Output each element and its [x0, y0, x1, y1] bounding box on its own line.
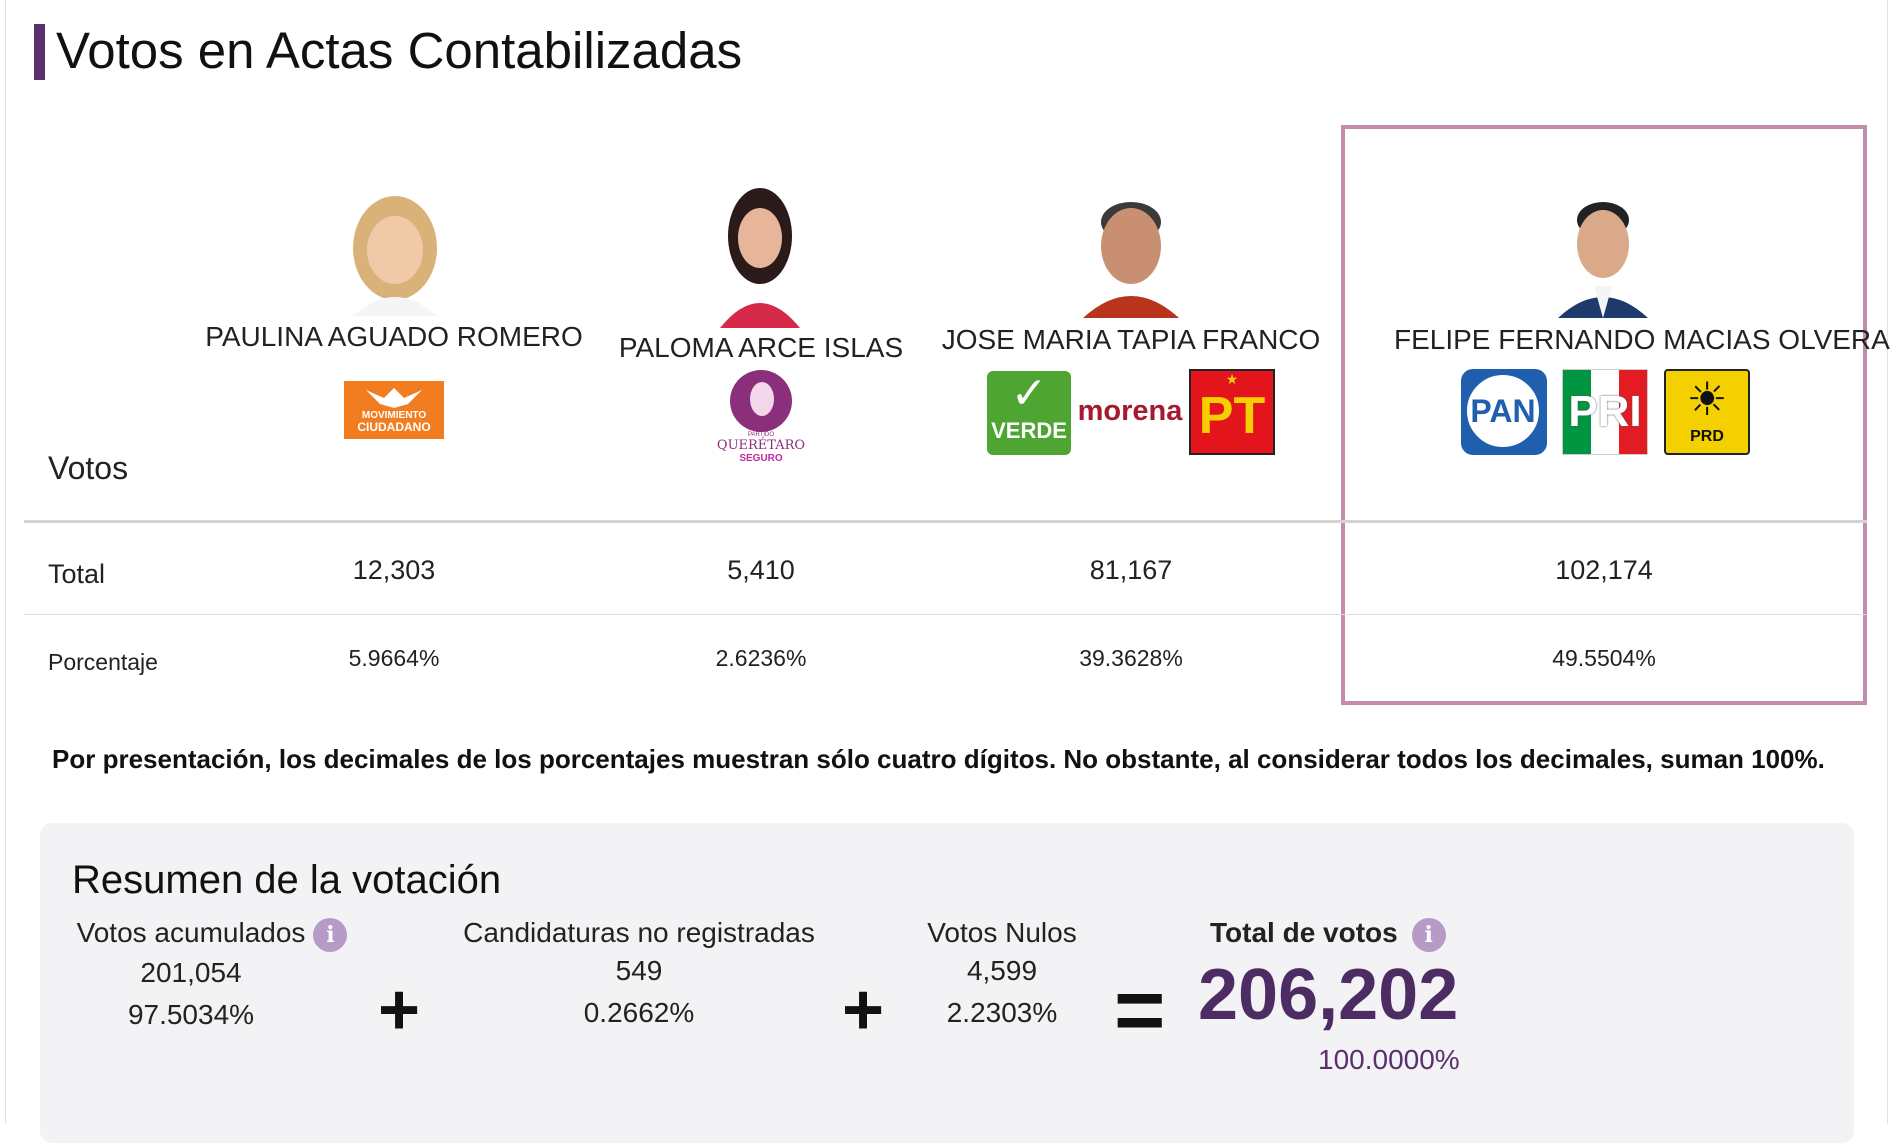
total-cell: 81,167: [1089, 555, 1173, 585]
percent-cell: 5.9664%: [348, 645, 440, 671]
accumulated-percent: 97.5034%: [127, 998, 255, 1030]
accumulated-value: 201,054: [140, 956, 242, 988]
percent-cell: 39.3628%: [1079, 645, 1183, 671]
percent-row-label: Porcentaje: [48, 649, 158, 675]
eagle-icon: [366, 388, 422, 408]
page-title: Votos en Actas Contabilizadas: [56, 22, 743, 79]
total-cell: 12,303: [352, 555, 436, 585]
info-icon[interactable]: i: [313, 917, 348, 952]
accumulated-label: Votos acumulados: [76, 917, 306, 948]
info-icon[interactable]: i: [1411, 917, 1446, 952]
total-votes-value: 206,202: [1198, 955, 1459, 1035]
morena-logo: morena: [1077, 395, 1183, 427]
candidate-photo-macias: [1558, 202, 1648, 318]
candidate-photo-tapia: [1083, 202, 1179, 318]
percent-cell: 49.5504%: [1552, 645, 1656, 671]
queretaro-seguro-logo: PARTIDO QUERÉTARO SEGURO: [716, 370, 806, 474]
candidate-name: PAULINA AGUADO ROMERO: [205, 321, 583, 352]
pt-logo: ★ PT: [1189, 369, 1275, 455]
candidate-name: JOSE MARIA TAPIA FRANCO: [941, 324, 1321, 355]
candidate-name: PALOMA ARCE ISLAS: [618, 332, 904, 363]
frame-left-border: [5, 0, 6, 1124]
table-row-separator: [24, 614, 1867, 615]
summary-title: Resumen de la votación: [72, 858, 502, 902]
table-header-separator: [24, 520, 1867, 523]
summary-panel: [40, 823, 1854, 1143]
verde-logo: ✓ VERDE: [987, 371, 1071, 455]
votos-label: Votos: [48, 450, 129, 486]
total-votes-header: Total de votos i: [1188, 916, 1458, 952]
candidate-name: FELIPE FERNANDO MACIAS OLVERA: [1394, 324, 1890, 355]
total-cell: 5,410: [727, 555, 795, 585]
plus-symbol: +: [842, 970, 885, 1050]
null-votes-percent: 2.2303%: [946, 997, 1058, 1028]
leading-candidate-highlight: [1341, 125, 1867, 705]
unregistered-value: 549: [615, 955, 663, 986]
null-votes: Votos Nulos 4,599 2.2303%: [912, 916, 1092, 1034]
candidate-photo-aguado: [353, 196, 437, 316]
total-cell: 102,174: [1555, 555, 1653, 585]
unregistered-label: Candidaturas no registradas: [463, 917, 815, 948]
percent-cell: 2.6236%: [715, 645, 807, 671]
total-votes-label: Total de votos: [1210, 917, 1398, 948]
percentage-disclaimer: Por presentación, los decimales de los p…: [52, 744, 1825, 774]
title-accent-bar: [34, 24, 45, 80]
pan-logo: PAN: [1461, 369, 1547, 455]
plus-symbol: +: [378, 970, 421, 1050]
accumulated-votes: Votos acumulados i 201,054 97.5034%: [72, 916, 352, 1036]
null-votes-value: 4,599: [966, 955, 1038, 986]
equals-symbol: =: [1114, 960, 1166, 1059]
movimiento-ciudadano-logo: MOVIMIENTO CIUDADANO: [344, 381, 444, 439]
candidate-photo-arce: [720, 188, 800, 328]
total-votes-percent: 100.0000%: [1318, 1044, 1460, 1075]
prd-logo: ☀ PRD: [1664, 369, 1750, 455]
unregistered-candidates: Candidaturas no registradas 549 0.2662%: [460, 916, 818, 1034]
unregistered-percent: 0.2662%: [583, 997, 695, 1028]
frame-right-border: [1887, 0, 1888, 1124]
sun-icon: ☀: [1686, 373, 1728, 425]
pri-logo: PRI: [1562, 369, 1648, 455]
null-votes-label: Votos Nulos: [927, 917, 1077, 948]
total-row-label: Total: [48, 559, 106, 589]
